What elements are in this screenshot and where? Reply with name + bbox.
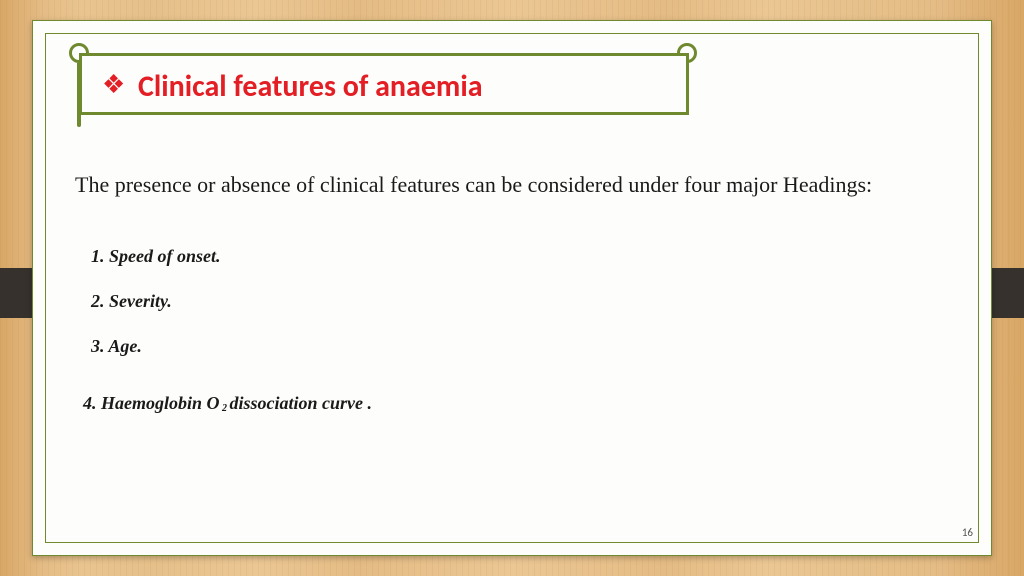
list-item: 3. Age. (91, 336, 372, 357)
headings-list: 1. Speed of onset. 2. Severity. 3. Age. … (91, 246, 372, 438)
list-item: 2. Severity. (91, 291, 372, 312)
page-number: 16 (962, 526, 973, 539)
intro-text: The presence or absence of clinical feat… (75, 169, 945, 201)
slide-title: Clinical features of anaemia (138, 68, 483, 105)
list-item: 1. Speed of onset. (91, 246, 372, 267)
list-item-text: 4. Haemoglobin O (83, 393, 220, 413)
title-bar: ❖ Clinical features of anaemia (79, 53, 689, 115)
slide-card: ❖ Clinical features of anaemia The prese… (32, 20, 992, 556)
list-item: 4. Haemoglobin O 2 dissociation curve . (83, 393, 372, 414)
diamond-bullet-icon: ❖ (102, 70, 125, 100)
list-item-text: dissociation curve . (230, 393, 373, 413)
subscript: 2 (220, 403, 230, 414)
